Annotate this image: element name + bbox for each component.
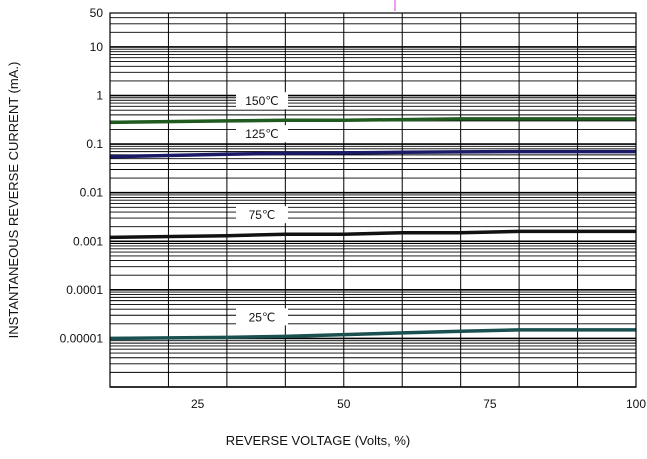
y-tick-label: 50 <box>90 6 104 20</box>
y-axis-title: INSTANTANEOUS REVERSE CURRENT (mA.) <box>6 62 21 339</box>
y-tick-label: 10 <box>90 40 104 54</box>
curve-label-background <box>236 125 288 143</box>
curve-label-background <box>236 206 288 224</box>
y-tick-label: 0.0001 <box>66 283 103 297</box>
grid <box>109 12 637 388</box>
series-group <box>109 117 636 341</box>
y-tick-label: 0.1 <box>86 137 103 151</box>
curve-label: 125℃ <box>245 127 279 141</box>
series-line-4 <box>109 328 636 341</box>
curve-label: 150℃ <box>245 94 279 108</box>
curve-labels: 150℃ 125℃ 75℃ 25℃ <box>236 92 288 326</box>
series-line-2 <box>109 149 636 159</box>
y-tick-labels: 0.00001 0.0001 0.001 0.01 0.1 1 10 50 <box>60 6 104 345</box>
y-tick-label: 0.01 <box>80 186 104 200</box>
y-tick-label: 0.001 <box>73 234 103 248</box>
curve-label-background <box>236 92 288 110</box>
y-tick-label: 1 <box>96 89 103 103</box>
plot-frame <box>109 12 637 388</box>
x-tick-label: 100 <box>626 397 646 411</box>
curve-label: 75℃ <box>249 208 276 222</box>
x-tick-label: 50 <box>337 397 351 411</box>
x-axis-title: REVERSE VOLTAGE (Volts, %) <box>226 433 410 448</box>
x-tick-label: 75 <box>483 397 497 411</box>
curve-label: 25℃ <box>249 310 276 324</box>
x-tick-labels: 25 50 75 100 <box>191 397 646 411</box>
y-tick-label: 0.00001 <box>60 331 104 345</box>
series-line-3 <box>109 229 636 240</box>
series-line-1 <box>109 117 636 125</box>
x-tick-label: 25 <box>191 397 205 411</box>
curve-label-background <box>236 308 288 326</box>
